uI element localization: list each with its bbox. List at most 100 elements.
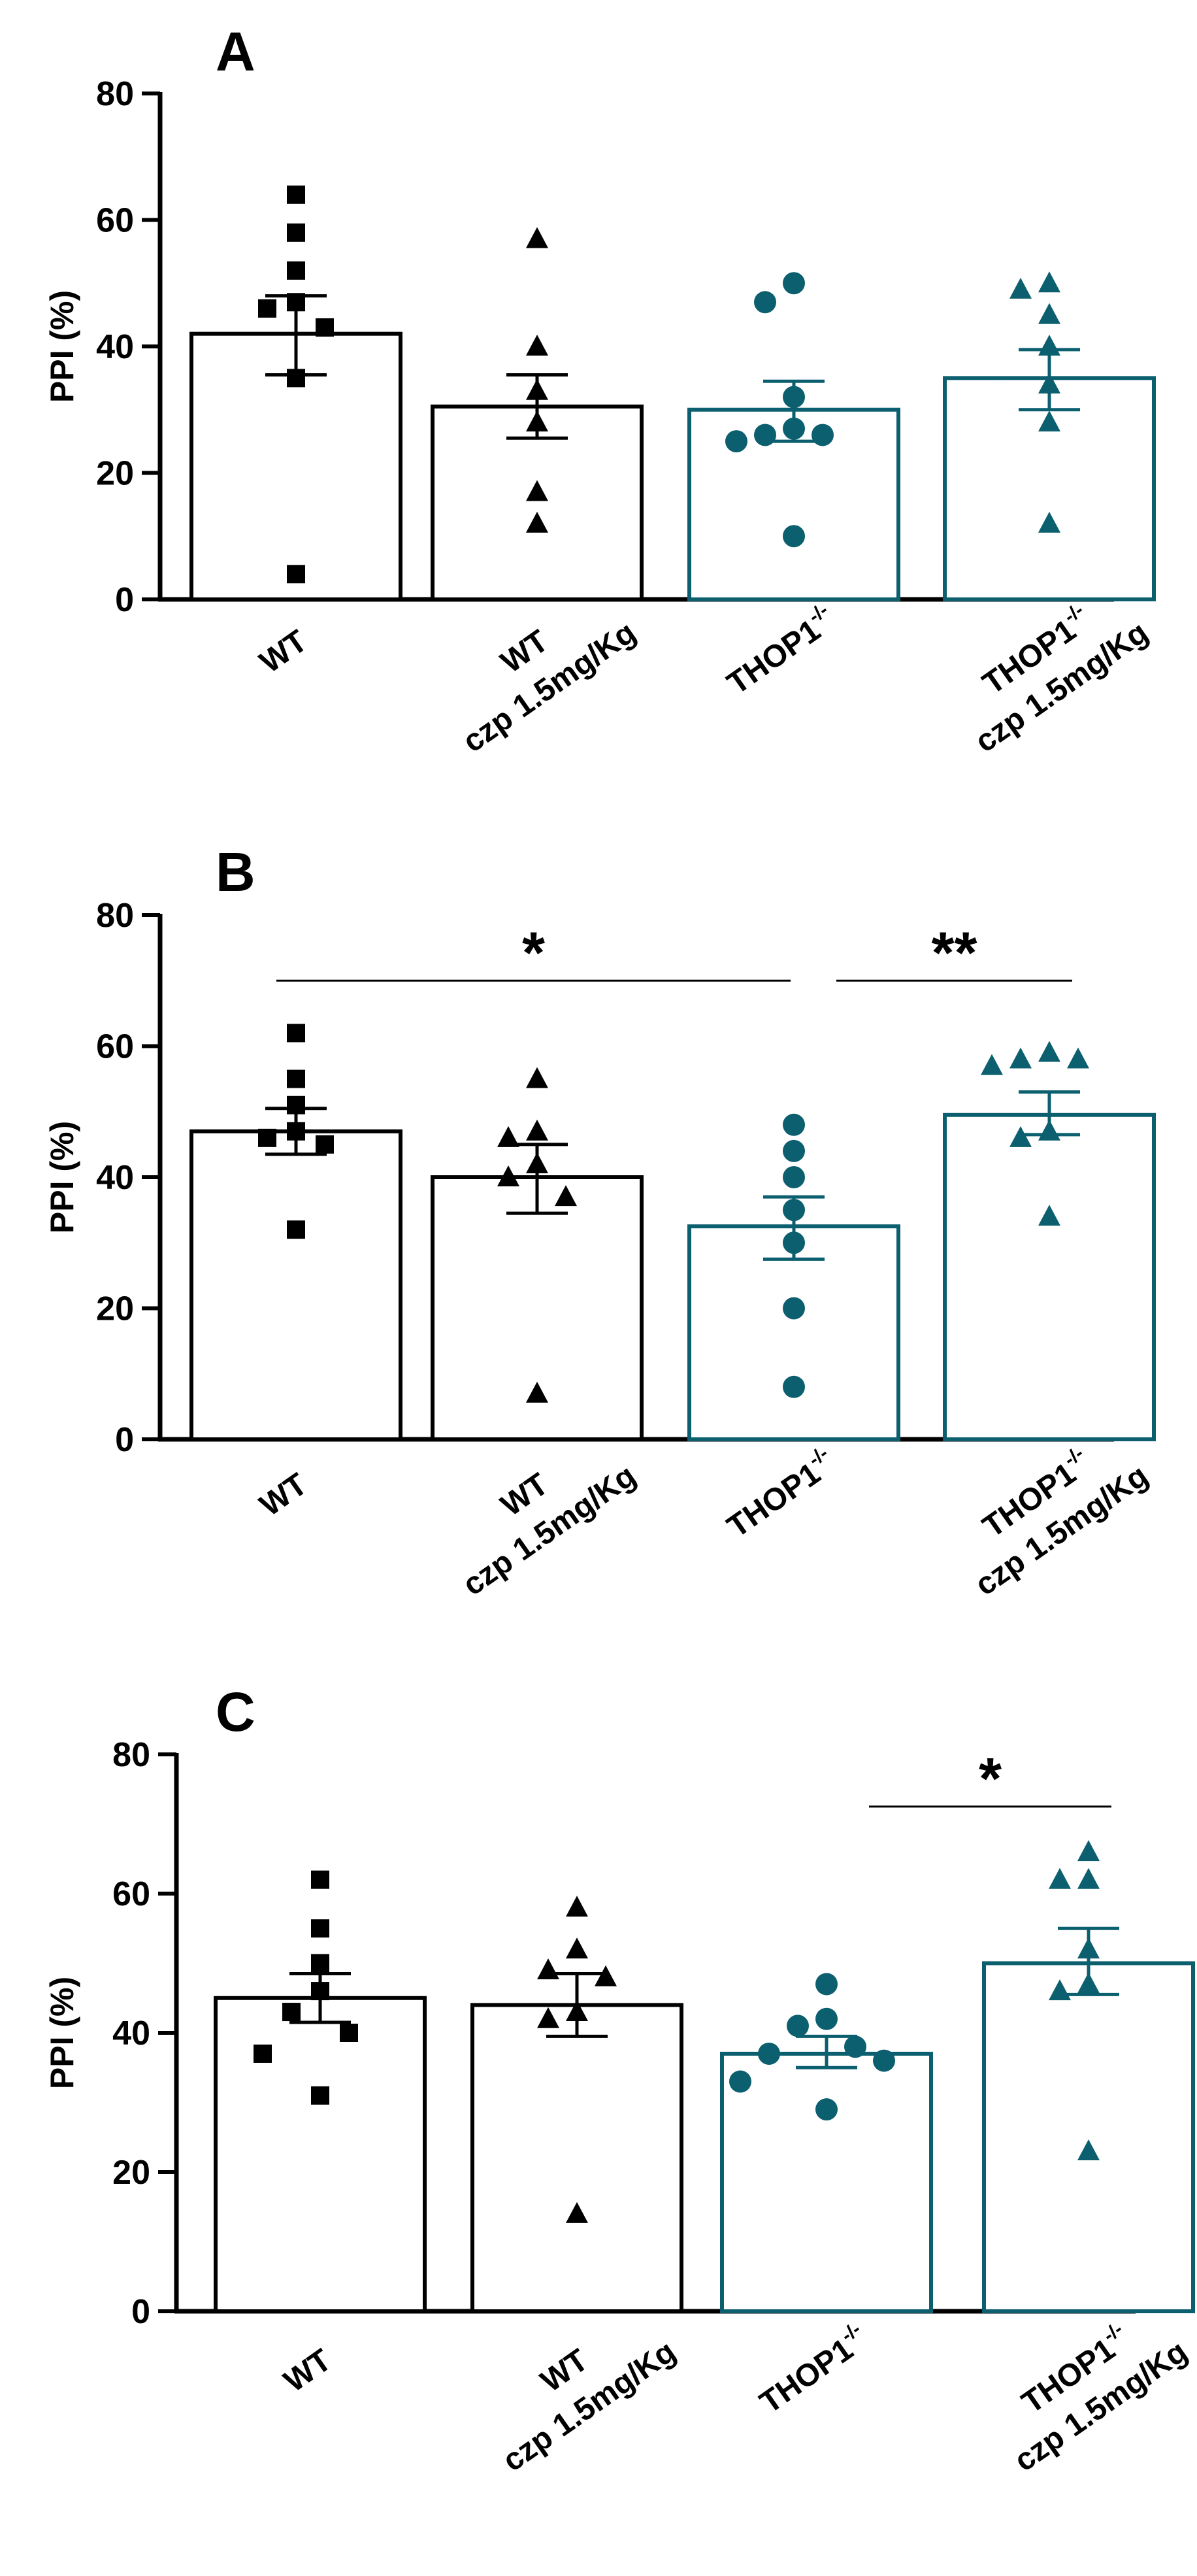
x-tick-label-line1: WT	[278, 2343, 338, 2399]
y-tick-label: 20	[96, 1290, 134, 1328]
x-tick-label-line1: THOP1-/-	[719, 599, 842, 701]
data-point	[1049, 1979, 1071, 2001]
bar	[720, 2051, 933, 2313]
x-tick-label-line2: czp 1.5mg/Kg	[497, 2334, 682, 2479]
data-point	[258, 299, 276, 318]
data-point	[311, 1870, 329, 1889]
data-point	[287, 1096, 305, 1114]
data-point	[340, 2024, 358, 2042]
x-tick-label: THOP1-/-	[719, 599, 842, 701]
data-point	[566, 2201, 588, 2223]
data-point	[526, 480, 548, 501]
x-tick-label: THOP1-/-	[751, 2318, 874, 2420]
data-point	[311, 1954, 329, 1973]
data-point	[526, 378, 548, 400]
bar	[470, 2003, 683, 2313]
group-0	[189, 1024, 402, 1441]
y-tick-label: 0	[115, 581, 134, 619]
significance-label: **	[931, 920, 977, 986]
bar	[214, 1996, 427, 2313]
data-point	[526, 1119, 548, 1141]
data-point	[815, 2007, 838, 2030]
data-point	[316, 1135, 334, 1154]
data-point	[526, 1152, 548, 1173]
y-tick-label: 80	[112, 1736, 150, 1774]
y-tick-label: 60	[96, 1028, 134, 1066]
x-tick-label-superscript: -/-	[1099, 2318, 1126, 2347]
y-tick-label: 20	[112, 2154, 150, 2192]
data-point	[1009, 1126, 1032, 1147]
data-point	[287, 565, 305, 584]
data-point	[287, 1122, 305, 1141]
x-tick-label: THOP1-/-czp 1.5mg/Kg	[1008, 2318, 1194, 2479]
y-tick-label: 40	[96, 1159, 134, 1197]
y-tick-label: 60	[112, 1875, 150, 1913]
y-axis-label: PPI (%)	[44, 1977, 80, 2089]
data-point	[787, 2015, 809, 2037]
group-2	[687, 272, 900, 601]
x-tick-label: WT	[254, 624, 314, 680]
y-axis-label: PPI (%)	[44, 1121, 80, 1233]
x-tick-label: THOP1-/-czp 1.5mg/Kg	[969, 599, 1155, 760]
data-point	[754, 291, 776, 314]
data-point	[526, 335, 548, 356]
data-point	[254, 2044, 272, 2063]
data-point	[1077, 1972, 1100, 1994]
data-point	[1067, 1047, 1089, 1069]
x-tick-label-line1: WT	[254, 624, 314, 680]
data-point	[1038, 373, 1060, 394]
y-tick-label: 20	[96, 455, 134, 493]
data-point	[287, 1220, 305, 1239]
y-tick-label: 80	[96, 75, 134, 113]
group-0	[214, 1870, 427, 2313]
data-point	[287, 261, 305, 280]
group-1	[431, 1067, 644, 1441]
group-2	[687, 1113, 900, 1441]
data-point	[1038, 303, 1060, 324]
data-point	[566, 1896, 588, 1917]
data-point	[783, 1199, 805, 1222]
data-point	[497, 1126, 519, 1147]
x-tick-label-line1: THOP1-/-	[751, 2318, 874, 2420]
data-point	[725, 430, 747, 453]
x-tick-label: WT	[278, 2343, 338, 2399]
y-tick-label: 0	[131, 2293, 150, 2331]
group-3	[943, 1041, 1156, 1441]
data-point	[1077, 1867, 1100, 1889]
data-point	[595, 1965, 617, 1986]
bar	[943, 1112, 1156, 1441]
data-point	[1009, 277, 1032, 299]
x-tick-label-superscript: -/-	[837, 2318, 864, 2347]
data-point	[1038, 1205, 1060, 1226]
data-point	[311, 2086, 329, 2105]
data-point	[497, 1165, 519, 1186]
y-tick-label: 60	[96, 202, 134, 240]
x-tick-label: THOP1-/-czp 1.5mg/Kg	[969, 1443, 1155, 1603]
x-tick-label-superscript: -/-	[1060, 1443, 1087, 1471]
group-1	[470, 1896, 683, 2313]
x-tick-label-line1: WT	[254, 1467, 314, 1523]
data-point	[1009, 1047, 1032, 1069]
data-point	[287, 369, 305, 388]
x-tick-label-superscript: -/-	[804, 599, 832, 627]
group-3	[982, 1840, 1195, 2313]
data-point	[282, 2003, 301, 2022]
data-point	[287, 293, 305, 312]
data-point	[287, 1024, 305, 1043]
data-point	[287, 1069, 305, 1088]
panel-label: C	[216, 1681, 255, 1743]
significance-label: *	[522, 920, 545, 986]
data-point	[258, 1128, 276, 1147]
x-tick-label-superscript: -/-	[1060, 599, 1087, 627]
data-point	[566, 1937, 588, 1959]
data-point	[783, 1139, 805, 1162]
data-point	[783, 272, 805, 295]
panel-label: A	[216, 21, 255, 82]
data-point	[783, 1166, 805, 1188]
x-tick-label-line2: czp 1.5mg/Kg	[457, 615, 642, 760]
data-point	[537, 1958, 559, 1980]
